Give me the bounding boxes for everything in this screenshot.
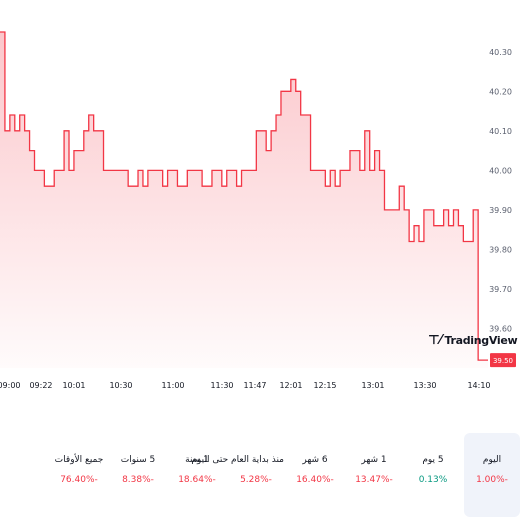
x-tick-label: 10:01 xyxy=(62,381,85,390)
period-tab[interactable]: 6 شهر 16.40%- xyxy=(287,433,343,517)
period-change-value: 8.38%- xyxy=(122,475,154,485)
period-change-value: 16.40%- xyxy=(296,475,334,485)
x-tick-label: 14:10 xyxy=(467,381,490,390)
y-tick-label: 40.00 xyxy=(489,166,512,175)
period-label: جميع الأوقات xyxy=(54,455,104,465)
y-tick-label: 39.90 xyxy=(489,206,512,215)
y-tick-label: 39.70 xyxy=(489,285,512,294)
period-change-value: 5.28%- xyxy=(240,475,272,485)
x-tick-label: 09:00 xyxy=(0,381,21,390)
last-price-label: 39.50 xyxy=(493,357,513,365)
period-tab[interactable]: 5 يوم 0.13% xyxy=(405,433,461,517)
y-tick-label: 40.10 xyxy=(489,127,512,136)
period-tab[interactable]: 5 سنوات 8.38%- xyxy=(110,433,166,517)
x-tick-label: 12:01 xyxy=(279,381,302,390)
y-tick-label: 39.60 xyxy=(489,324,512,333)
period-change-value: 0.13% xyxy=(418,475,448,485)
x-tick-label: 10:30 xyxy=(109,381,132,390)
period-tab[interactable]: جميع الأوقات 76.40%- xyxy=(51,433,107,517)
price-chart-canvas[interactable]: 40.30 40.20 40.10 40.00 39.90 39.80 39.70 39.60… xyxy=(0,0,520,400)
y-tick-label: 40.30 xyxy=(489,48,512,57)
period-change-value: 13.47%- xyxy=(355,475,393,485)
last-price-badge xyxy=(490,353,516,368)
x-tick-label: 09:22 xyxy=(29,381,52,390)
period-label: 1 شهر xyxy=(361,455,387,465)
period-label: 1 سنة xyxy=(185,455,209,465)
tradingview-logo-text: TradingView xyxy=(444,334,518,347)
period-label: 6 شهر xyxy=(302,455,328,465)
x-tick-label: 11:30 xyxy=(210,381,233,390)
y-tick-label: 40.20 xyxy=(489,87,512,96)
y-tick-label: 39.80 xyxy=(489,245,512,254)
x-tick-label: 13:30 xyxy=(413,381,436,390)
period-tab[interactable]: اليوم 1.00%- xyxy=(464,433,520,517)
tradingview-logo-icon: ⊤⁄ xyxy=(428,333,442,348)
period-change-value: 18.64%- xyxy=(178,475,216,485)
x-tick-label: 13:01 xyxy=(361,381,384,390)
period-label: 5 سنوات xyxy=(120,455,156,465)
period-label: منذ بداية العام حتى اليوم xyxy=(191,455,284,465)
x-tick-label: 11:00 xyxy=(161,381,184,390)
x-tick-label: 12:15 xyxy=(313,381,336,390)
performance-periods: اليوم 1.00%- 5 يوم 0.13% 1 شهر 13.47%- 6 شهر 16… xyxy=(8,433,520,517)
tradingview-logo[interactable]: ⊤⁄ TradingView xyxy=(428,333,518,348)
period-tab[interactable]: 1 سنة 18.64%- xyxy=(169,433,225,517)
x-tick-label: 11:47 xyxy=(243,381,266,390)
period-label: 5 يوم xyxy=(422,455,444,465)
period-tab[interactable]: منذ بداية العام حتى اليوم 5.28%- xyxy=(191,433,284,517)
price-line xyxy=(0,31,488,361)
period-label: اليوم xyxy=(482,455,502,465)
period-change-value: 1.00%- xyxy=(476,475,508,485)
price-area-fill xyxy=(0,32,488,368)
period-tab[interactable]: 1 شهر 13.47%- xyxy=(346,433,402,517)
period-change-value: 76.40%- xyxy=(60,475,98,485)
price-chart[interactable]: 40.30 40.20 40.10 40.00 39.90 39.80 39.70 39.60… xyxy=(0,0,520,400)
